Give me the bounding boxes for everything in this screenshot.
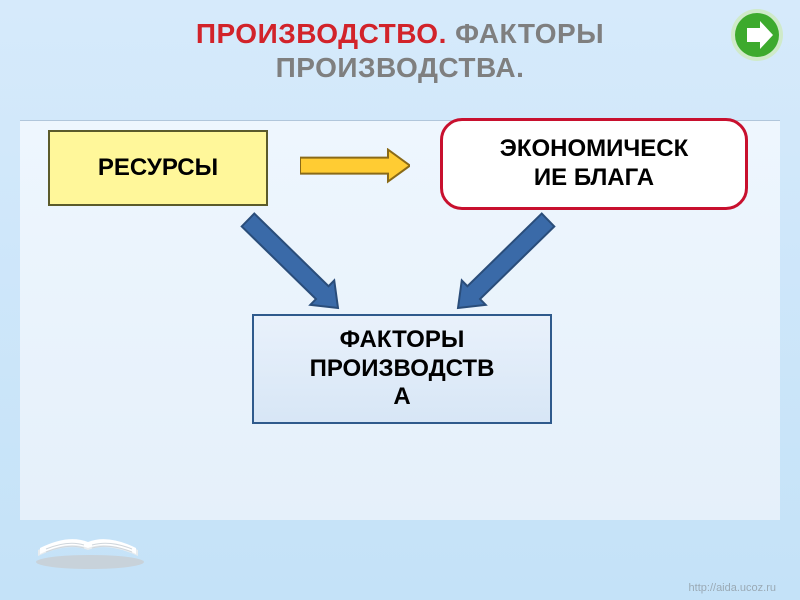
title-word-highlight: ПРОИЗВОДСТВО. [196,18,447,49]
title-word-rest: ФАКТОРЫ [447,18,604,49]
box-goods-line2: ИЕ БЛАГА [500,164,688,193]
box-factors-line3: А [310,383,495,412]
arrow-right-icon [730,8,784,62]
arrow-goods-to-factors [438,200,568,328]
slide: ПРОИЗВОДСТВО. ФАКТОРЫ ПРОИЗВОДСТВА. РЕСУ… [0,0,800,600]
arrow-resources-to-goods [300,148,410,183]
box-resources: РЕСУРСЫ [48,130,268,206]
box-factors-line2: ПРОИЗВОДСТВ [310,355,495,384]
arrow-resources-to-factors [228,200,358,328]
next-button[interactable] [730,8,784,62]
box-factors: ФАКТОРЫ ПРОИЗВОДСТВ А [252,314,552,424]
title-line2: ПРОИЗВОДСТВА. [0,52,800,84]
box-resources-label: РЕСУРСЫ [98,154,218,183]
box-factors-line1: ФАКТОРЫ [310,326,495,355]
box-economic-goods: ЭКОНОМИЧЕСК ИЕ БЛАГА [440,118,748,210]
book-icon [28,500,148,570]
footer-source-link[interactable]: http://aida.ucoz.ru [689,582,776,594]
box-goods-line1: ЭКОНОМИЧЕСК [500,135,688,164]
slide-title: ПРОИЗВОДСТВО. ФАКТОРЫ ПРОИЗВОДСТВА. [0,18,800,108]
